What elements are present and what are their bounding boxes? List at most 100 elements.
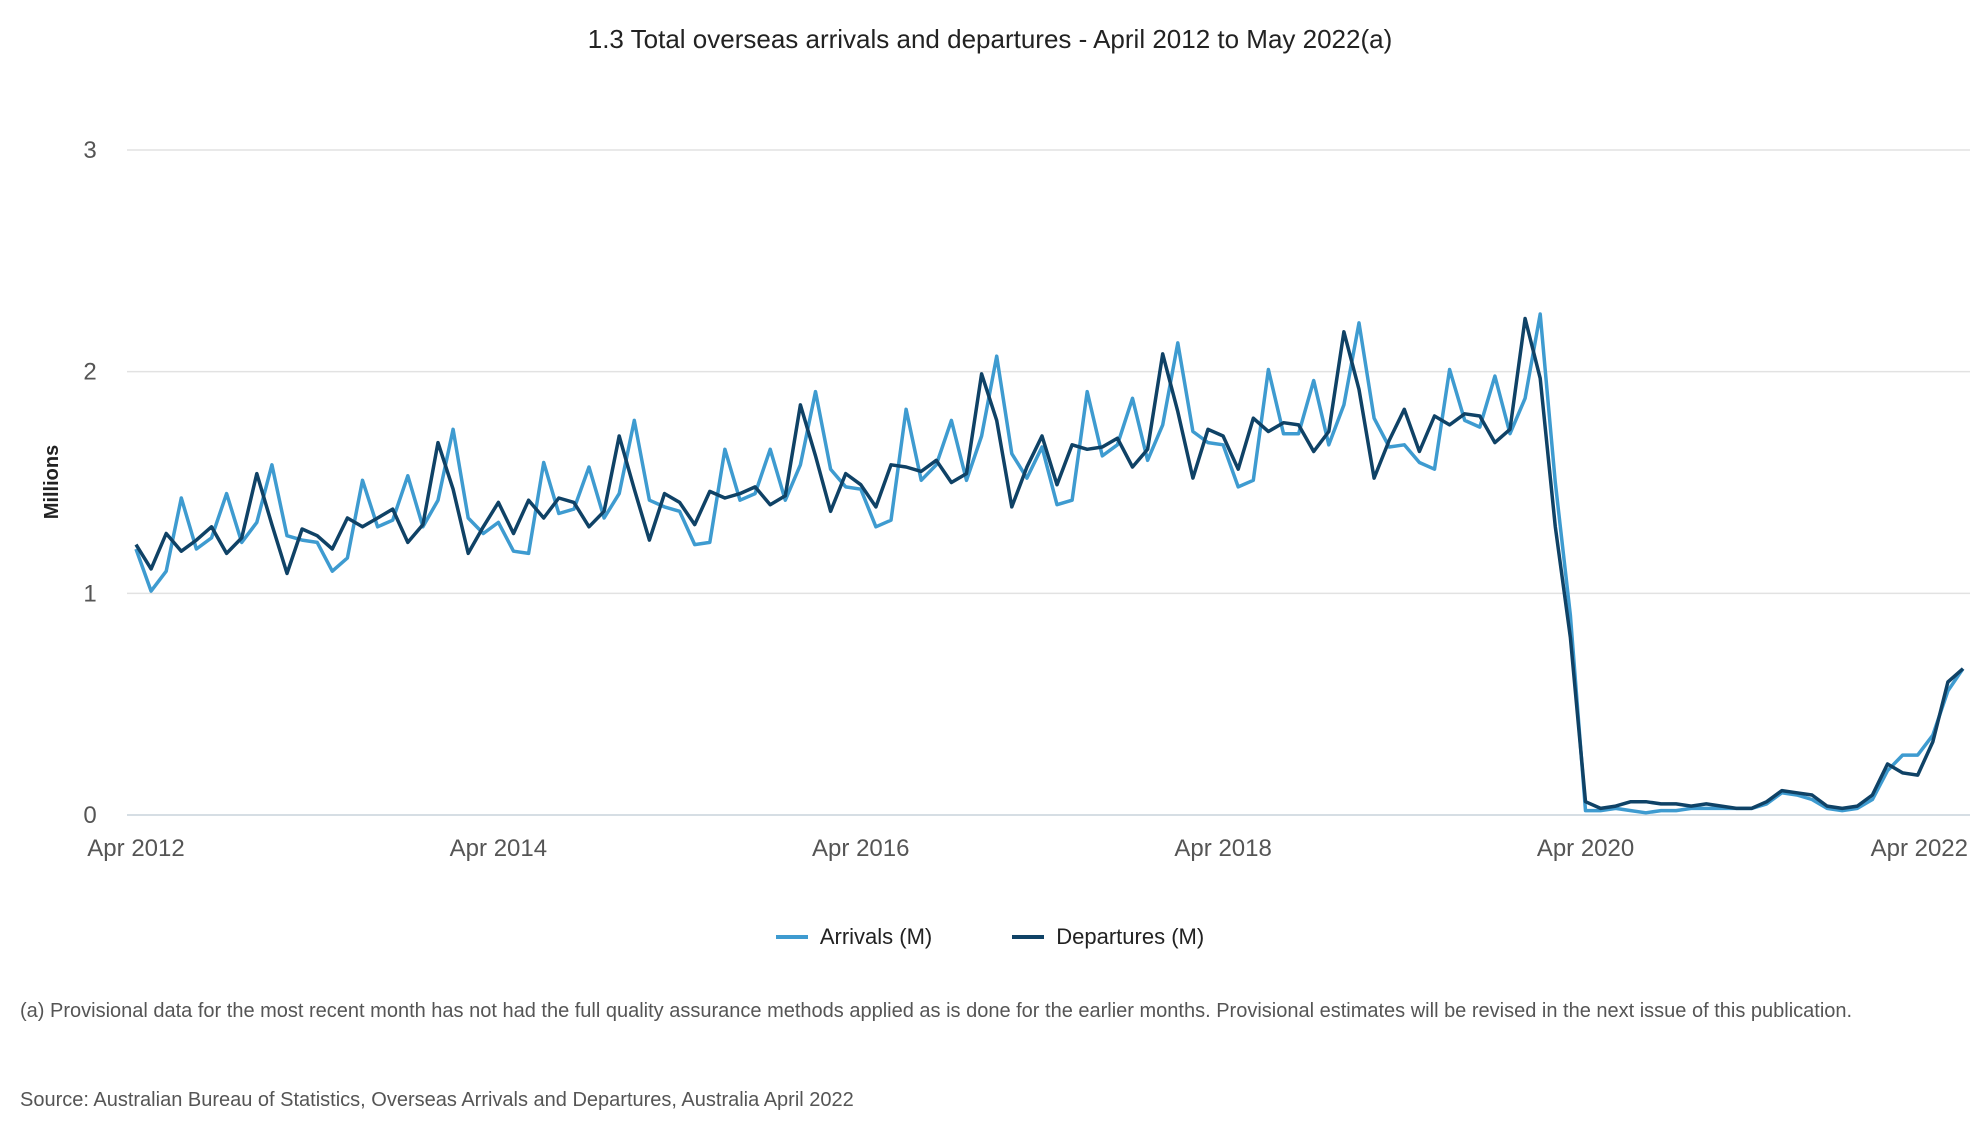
- data-point[interactable]: [600, 507, 608, 515]
- data-point[interactable]: [1415, 447, 1423, 455]
- data-point[interactable]: [902, 405, 910, 413]
- data-point[interactable]: [978, 432, 986, 440]
- data-point[interactable]: [721, 494, 729, 502]
- data-point[interactable]: [1899, 751, 1907, 759]
- data-point[interactable]: [404, 538, 412, 546]
- data-point[interactable]: [1280, 419, 1288, 427]
- data-point[interactable]: [1461, 410, 1469, 418]
- data-point[interactable]: [1853, 802, 1861, 810]
- data-point[interactable]: [706, 538, 714, 546]
- data-point[interactable]: [1808, 791, 1816, 799]
- data-point[interactable]: [827, 507, 835, 515]
- data-point[interactable]: [283, 532, 291, 540]
- data-point[interactable]: [419, 521, 427, 529]
- data-point[interactable]: [902, 463, 910, 471]
- data-point[interactable]: [887, 516, 895, 524]
- data-point[interactable]: [162, 567, 170, 575]
- data-point[interactable]: [238, 534, 246, 542]
- data-point[interactable]: [872, 523, 880, 531]
- data-point[interactable]: [1144, 456, 1152, 464]
- data-point[interactable]: [1446, 421, 1454, 429]
- data-point[interactable]: [1672, 800, 1680, 808]
- data-point[interactable]: [358, 476, 366, 484]
- data-point[interactable]: [1310, 377, 1318, 385]
- data-point[interactable]: [842, 470, 850, 478]
- data-point[interactable]: [691, 521, 699, 529]
- data-point[interactable]: [993, 352, 1001, 360]
- data-point[interactable]: [932, 456, 940, 464]
- data-point[interactable]: [1491, 372, 1499, 380]
- data-point[interactable]: [404, 472, 412, 480]
- data-point[interactable]: [1838, 804, 1846, 812]
- data-point[interactable]: [1264, 428, 1272, 436]
- data-point[interactable]: [1612, 802, 1620, 810]
- data-point[interactable]: [1008, 503, 1016, 511]
- data-point[interactable]: [132, 541, 140, 549]
- data-point[interactable]: [525, 496, 533, 504]
- data-point[interactable]: [1038, 432, 1046, 440]
- data-point[interactable]: [796, 401, 804, 409]
- data-point[interactable]: [1823, 802, 1831, 810]
- data-point[interactable]: [434, 439, 442, 447]
- data-point[interactable]: [540, 459, 548, 467]
- data-point[interactable]: [1914, 751, 1922, 759]
- data-point[interactable]: [1627, 807, 1635, 815]
- data-point[interactable]: [1536, 310, 1544, 318]
- data-point[interactable]: [917, 467, 925, 475]
- data-point[interactable]: [796, 461, 804, 469]
- data-point[interactable]: [1340, 401, 1348, 409]
- data-point[interactable]: [1068, 441, 1076, 449]
- data-point[interactable]: [1763, 798, 1771, 806]
- data-point[interactable]: [1129, 463, 1137, 471]
- data-point[interactable]: [1687, 802, 1695, 810]
- data-point[interactable]: [978, 370, 986, 378]
- data-point[interactable]: [1249, 414, 1257, 422]
- data-point[interactable]: [1627, 798, 1635, 806]
- data-point[interactable]: [1899, 769, 1907, 777]
- data-point[interactable]: [1642, 798, 1650, 806]
- data-point[interactable]: [1370, 474, 1378, 482]
- data-point[interactable]: [177, 547, 185, 555]
- data-point[interactable]: [207, 523, 215, 531]
- data-point[interactable]: [1340, 328, 1348, 336]
- data-point[interactable]: [268, 521, 276, 529]
- data-point[interactable]: [253, 470, 261, 478]
- data-point[interactable]: [1068, 496, 1076, 504]
- data-point[interactable]: [434, 496, 442, 504]
- data-point[interactable]: [1355, 385, 1363, 393]
- data-point[interactable]: [827, 465, 835, 473]
- data-point[interactable]: [947, 479, 955, 487]
- data-point[interactable]: [1129, 394, 1137, 402]
- data-point[interactable]: [706, 487, 714, 495]
- data-point[interactable]: [1582, 807, 1590, 815]
- data-point[interactable]: [223, 490, 231, 498]
- data-point[interactable]: [374, 523, 382, 531]
- data-point[interactable]: [328, 545, 336, 553]
- data-point[interactable]: [1793, 789, 1801, 797]
- data-point[interactable]: [464, 549, 472, 557]
- data-point[interactable]: [1959, 665, 1967, 673]
- data-point[interactable]: [1778, 787, 1786, 795]
- data-point[interactable]: [1400, 441, 1408, 449]
- data-point[interactable]: [1204, 425, 1212, 433]
- data-point[interactable]: [555, 510, 563, 518]
- data-point[interactable]: [781, 492, 789, 500]
- data-point[interactable]: [585, 463, 593, 471]
- data-point[interactable]: [1249, 476, 1257, 484]
- data-point[interactable]: [1174, 408, 1182, 416]
- data-point[interactable]: [479, 523, 487, 531]
- data-point[interactable]: [555, 494, 563, 502]
- data-point[interactable]: [192, 545, 200, 553]
- data-point[interactable]: [993, 416, 1001, 424]
- data-point[interactable]: [1295, 421, 1303, 429]
- data-point[interactable]: [1385, 436, 1393, 444]
- data-point[interactable]: [1929, 738, 1937, 746]
- data-point[interactable]: [374, 514, 382, 522]
- data-point[interactable]: [1748, 804, 1756, 812]
- data-point[interactable]: [1597, 804, 1605, 812]
- data-point[interactable]: [1008, 450, 1016, 458]
- data-point[interactable]: [691, 541, 699, 549]
- legend-item-arrivals[interactable]: Arrivals (M): [775, 924, 932, 950]
- data-point[interactable]: [494, 518, 502, 526]
- data-point[interactable]: [1113, 434, 1121, 442]
